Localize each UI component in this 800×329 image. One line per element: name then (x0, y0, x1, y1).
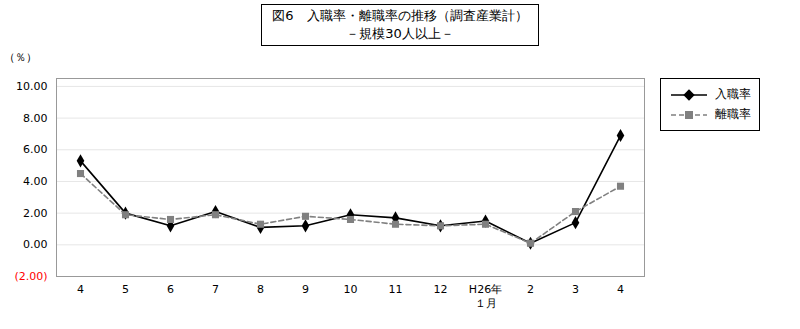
html-text:－規模30人以上－: －規模30人以上－ (346, 26, 454, 42)
svg-text:8: 8 (257, 283, 264, 296)
html-text:図6 入職率・離職率の推移（調査産業計）: 図6 入職率・離職率の推移（調査産業計） (272, 8, 528, 23)
svg-text:11: 11 (389, 283, 403, 296)
svg-text:2: 2 (527, 283, 534, 296)
svg-text:9: 9 (302, 283, 309, 296)
svg-text:10: 10 (344, 283, 358, 296)
svg-text:(2.00): (2.00) (14, 270, 47, 283)
svg-text:6.00: 6.00 (23, 143, 48, 156)
svg-text:8.00: 8.00 (23, 112, 48, 125)
svg-text:（％）: （％） (4, 51, 37, 64)
svg-text:2.00: 2.00 (23, 207, 48, 220)
svg-text:4.00: 4.00 (23, 175, 48, 188)
svg-text:5: 5 (122, 283, 129, 296)
svg-text:7: 7 (212, 283, 219, 296)
svg-text:10.00: 10.00 (16, 80, 48, 93)
svg-text:4: 4 (77, 283, 84, 296)
svg-text:4: 4 (617, 283, 624, 296)
html-text:離職率: 離職率 (715, 107, 751, 121)
svg-text:H26年: H26年 (469, 283, 502, 296)
svg-text:6: 6 (167, 283, 174, 296)
html-text:入職率: 入職率 (715, 87, 751, 101)
svg-text:3: 3 (572, 283, 579, 296)
svg-text:12: 12 (434, 283, 448, 296)
svg-text:0.00: 0.00 (23, 238, 48, 251)
svg-text:１月: １月 (475, 297, 497, 310)
